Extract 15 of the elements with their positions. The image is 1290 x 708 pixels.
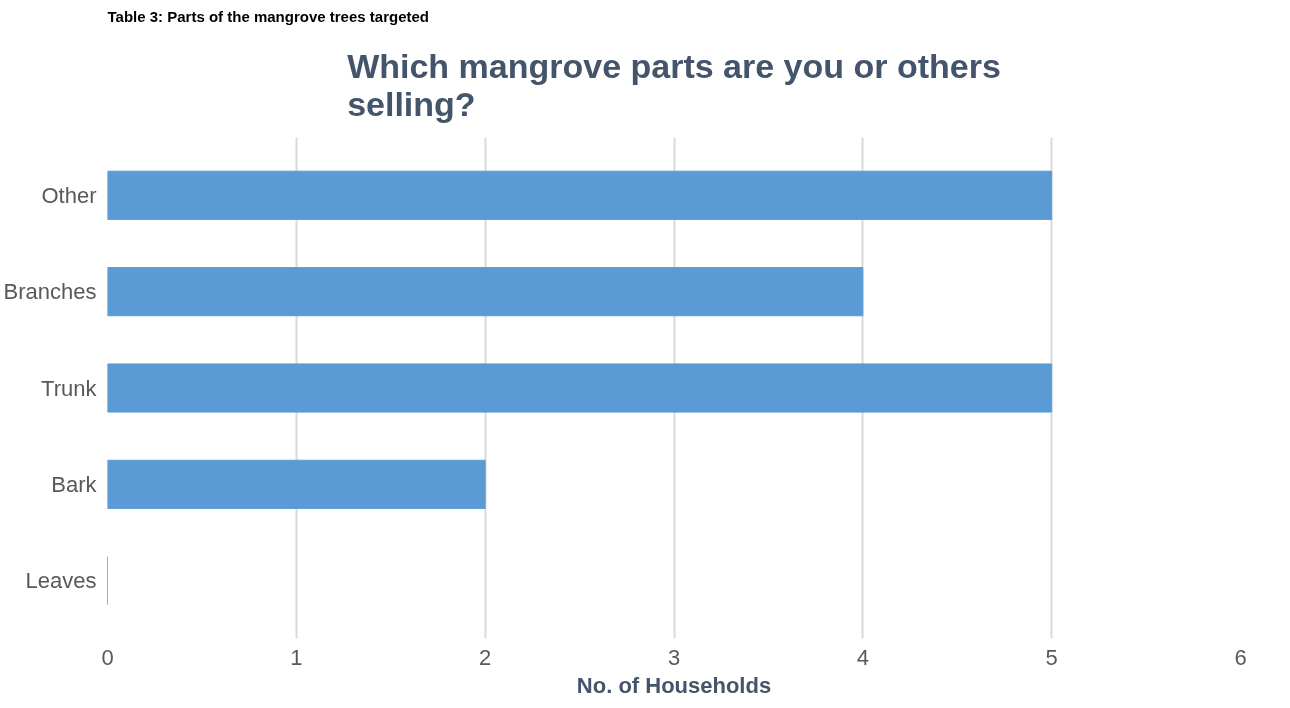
x-tick-label: 3: [667, 644, 681, 670]
y-tick-label: Other: [41, 182, 97, 208]
x-tick-label: 5: [1045, 644, 1058, 670]
x-tick-label: 6: [1234, 644, 1247, 670]
chart-title: Which mangrove parts are you or others selling?: [347, 46, 1001, 123]
x-tick-label: 2: [479, 644, 492, 670]
y-tick-label: Leaves: [25, 568, 97, 594]
y-tick-label: Branches: [3, 279, 97, 305]
x-tick-label: 1: [290, 644, 303, 670]
y-tick-label: Trunk: [41, 375, 98, 401]
x-tick-label: 0: [101, 644, 114, 670]
caption: Table 3: Parts of the mangrove trees targeted: [107, 7, 429, 25]
x-axis-title: No. of Households: [576, 672, 772, 698]
y-tick-label: Bark: [51, 471, 98, 497]
x-tick-label: 4: [856, 644, 869, 670]
